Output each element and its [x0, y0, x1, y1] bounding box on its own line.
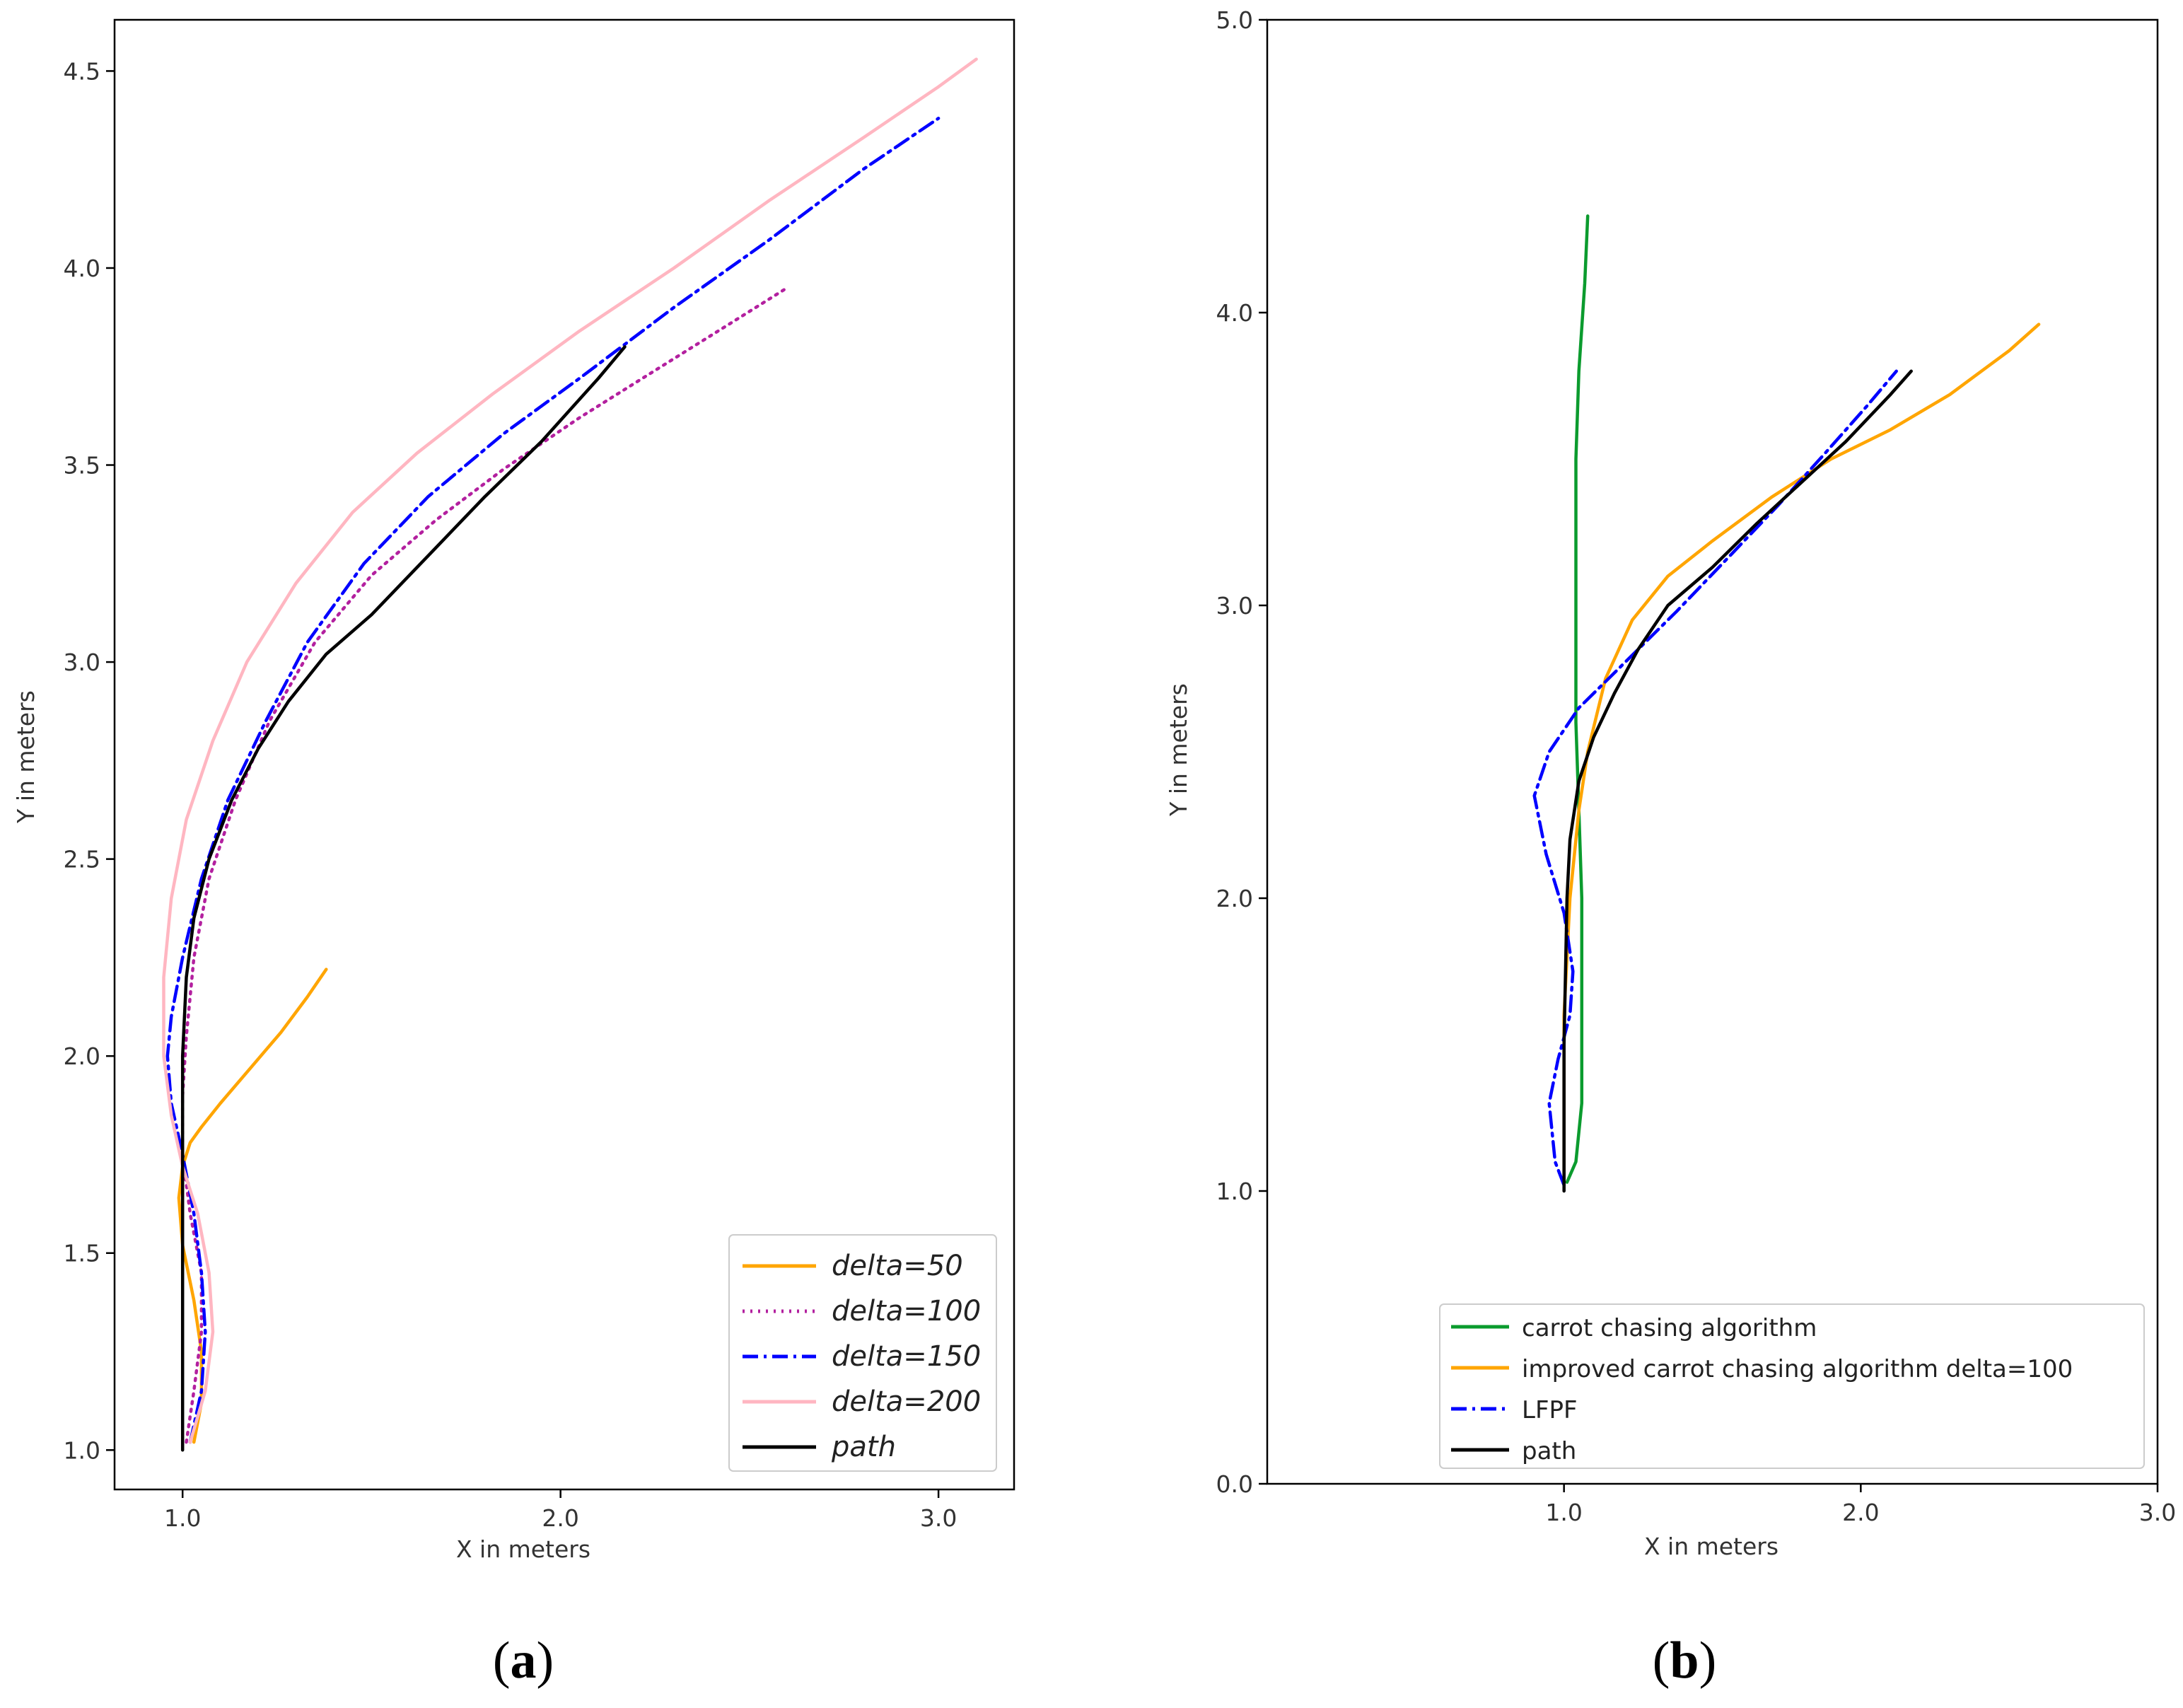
- chart-a-legend: delta=50 delta=100 delta=150 delta=200 path: [728, 1234, 997, 1472]
- chart-a-yticks: 1.0 1.5 2.0 2.5 3.0 3.5 4.0 4.5: [64, 57, 115, 1464]
- chart-b-series-lfpf: [1532, 369, 1898, 1187]
- chart-a-legend-label: delta=150: [832, 1340, 981, 1373]
- chart-b-legend-label: path: [1522, 1437, 1576, 1465]
- chart-b-series-carrot-chasing-algorithm: [1565, 214, 1590, 1184]
- chart-a: 1.0 2.0 3.0 1.0 1.5 2.0 2.5 3.0 3.5 4.0 4.5 X in …: [12, 18, 1015, 1563]
- chart-b-y-axis-label: Y in meters: [1165, 683, 1192, 817]
- chart-b: 1.0 2.0 3.0 0.0 1.0 2.0 3.0 4.0 5.0 X in meters…: [1165, 6, 2176, 1560]
- chart-b-ytick-label: 2.0: [1216, 885, 1253, 912]
- chart-a-y-axis-label: Y in meters: [12, 690, 40, 824]
- chart-b-legend-label: LFPF: [1522, 1396, 1578, 1424]
- chart-b-ytick-label: 4.0: [1216, 299, 1253, 327]
- svg-text:(a): (a): [493, 1632, 554, 1690]
- chart-b-legend-label: improved carrot chasing algorithm delta=…: [1522, 1355, 2073, 1383]
- chart-a-ytick-label: 2.5: [64, 846, 100, 873]
- chart-b-legend-box: [1439, 1303, 2145, 1469]
- chart-a-ytick-label: 3.5: [64, 452, 100, 480]
- chart-a-x-axis-label: X in meters: [456, 1535, 590, 1563]
- chart-a-series-delta-100: [180, 286, 789, 1444]
- caption-a: (a): [493, 1632, 554, 1690]
- chart-b-yticks: 0.0 1.0 2.0 3.0 4.0 5.0: [1216, 6, 1267, 1498]
- chart-a-ytick-label: 3.0: [64, 649, 100, 676]
- chart-b-legend: carrot chasing algorithm improved carrot …: [1439, 1303, 2145, 1469]
- chart-a-xtick-label: 1.0: [164, 1504, 201, 1532]
- chart-b-ytick-label: 0.0: [1216, 1470, 1253, 1498]
- caption-b: (b): [1653, 1632, 1716, 1690]
- chart-a-ytick-label: 4.5: [64, 57, 100, 85]
- chart-a-xtick-label: 2.0: [542, 1504, 578, 1532]
- chart-a-ytick-label: 1.0: [64, 1436, 100, 1464]
- chart-b-xticks: 1.0 2.0 3.0: [1545, 1484, 2176, 1526]
- chart-a-legend-label: delta=200: [832, 1385, 981, 1418]
- chart-b-ytick-label: 3.0: [1216, 592, 1253, 620]
- chart-a-plot-area: [113, 18, 1015, 1491]
- chart-b-plot-area: [1266, 18, 2159, 1485]
- chart-a-series-delta-150: [165, 117, 941, 1444]
- chart-a-xtick-label: 3.0: [920, 1504, 957, 1532]
- chart-b-lines: [1532, 214, 2041, 1193]
- chart-a-legend-label: delta=50: [832, 1250, 963, 1282]
- chart-a-series-delta-200: [162, 57, 978, 1444]
- chart-a-legend-label: path: [831, 1431, 896, 1463]
- chart-a-xticks: 1.0 2.0 3.0: [164, 1489, 957, 1532]
- chart-b-xtick-label: 2.0: [1842, 1499, 1879, 1526]
- svg-text:(b): (b): [1653, 1632, 1716, 1690]
- chart-a-lines: [162, 57, 978, 1452]
- chart-a-ytick-label: 1.5: [64, 1240, 100, 1267]
- chart-a-series-delta-50: [177, 968, 328, 1444]
- chart-b-series-improved-carrot-chasing-algorithm-delta-100: [1562, 323, 2041, 1187]
- chart-a-ytick-label: 2.0: [64, 1042, 100, 1070]
- chart-a-legend-label: delta=100: [832, 1295, 981, 1328]
- chart-b-xtick-label: 3.0: [2139, 1499, 2176, 1526]
- chart-b-xtick-label: 1.0: [1545, 1499, 1582, 1526]
- chart-b-ytick-label: 5.0: [1216, 6, 1253, 34]
- chart-a-legend-box: [728, 1234, 997, 1472]
- chart-a-series-path: [180, 345, 627, 1452]
- caption-a-letter: a: [511, 1632, 537, 1690]
- chart-b-series-path: [1562, 369, 1913, 1193]
- chart-a-ytick-label: 4.0: [64, 255, 100, 282]
- chart-b-legend-label: carrot chasing algorithm: [1522, 1314, 1817, 1342]
- chart-b-x-axis-label: X in meters: [1644, 1533, 1779, 1560]
- caption-b-letter: b: [1670, 1632, 1699, 1690]
- chart-b-ytick-label: 1.0: [1216, 1178, 1253, 1205]
